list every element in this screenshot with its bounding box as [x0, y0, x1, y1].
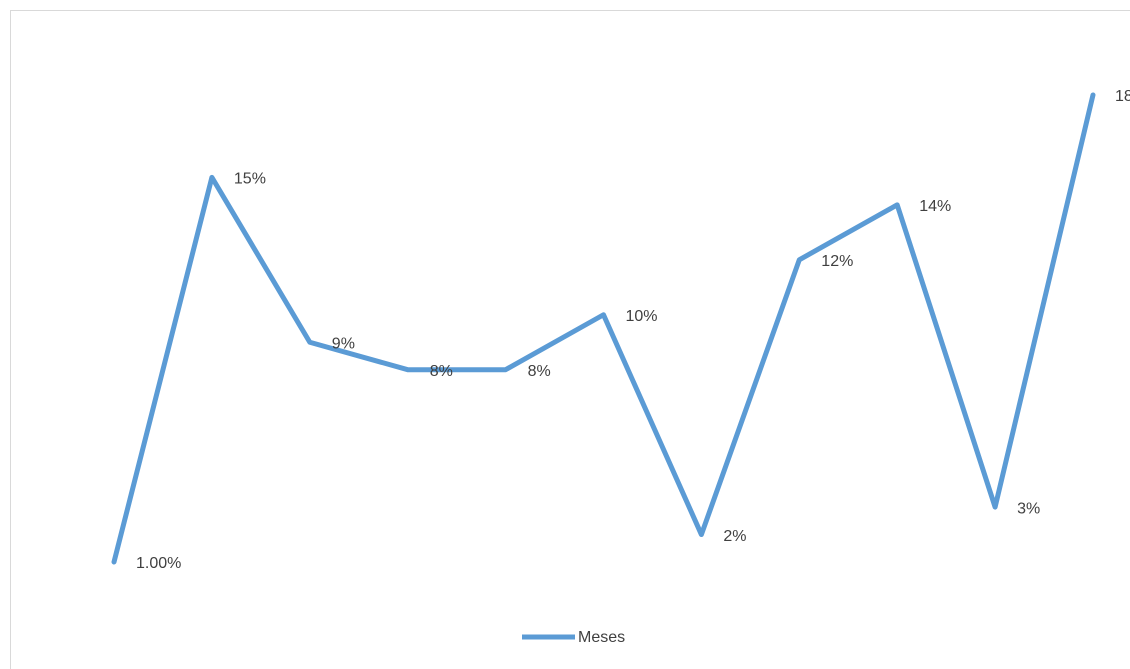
data-label: 10% [626, 308, 658, 325]
series-line [111, 92, 1096, 565]
data-label: 2% [723, 528, 746, 545]
data-label: 8% [528, 363, 551, 380]
legend-label: Meses [578, 629, 625, 646]
data-label: 3% [1017, 500, 1040, 517]
data-label: 14% [919, 198, 951, 215]
data-label: 8% [430, 363, 453, 380]
data-label: 1.00% [136, 555, 181, 572]
data-label: 9% [332, 335, 355, 352]
data-label: 18% [1115, 88, 1130, 105]
data-label: 15% [234, 171, 266, 188]
data-label: 12% [821, 253, 853, 270]
